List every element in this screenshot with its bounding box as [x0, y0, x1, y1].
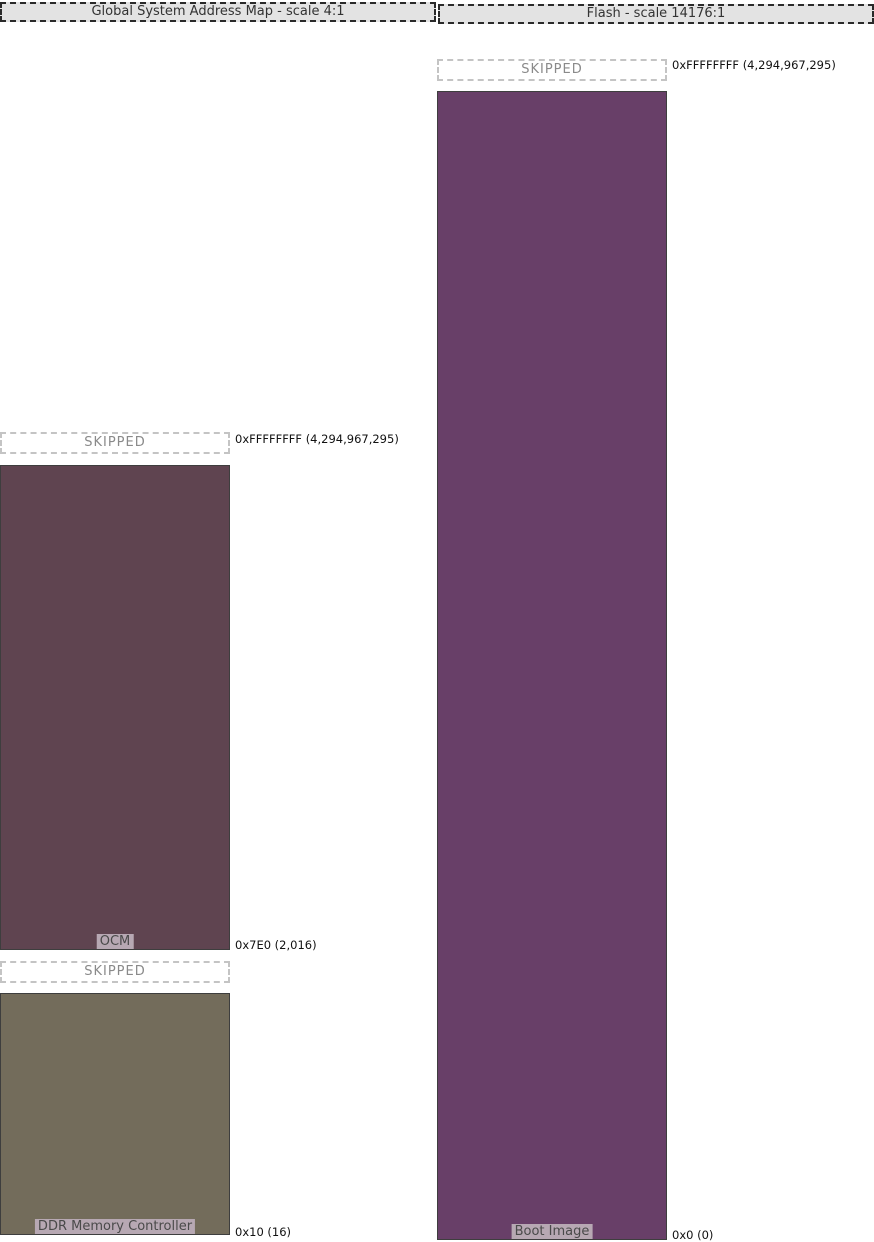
ddr-memory-controller-region[interactable]: DDR Memory Controller [0, 993, 230, 1235]
skipped-block-flash: SKIPPED [437, 59, 667, 81]
address-label-flash-base: 0x0 (0) [672, 1228, 714, 1242]
address-label-top: 0xFFFFFFFF (4,294,967,295) [235, 432, 399, 446]
ddr-memory-controller-label: DDR Memory Controller [34, 1219, 196, 1234]
address-label-ddr-base: 0x10 (16) [235, 1225, 292, 1239]
ocm-label: OCM [96, 934, 134, 949]
skipped-block-middle: SKIPPED [0, 961, 230, 983]
address-label-ocm-base: 0x7E0 (2,016) [235, 938, 317, 952]
ocm-region[interactable]: OCM [0, 465, 230, 950]
address-label-flash-top: 0xFFFFFFFF (4,294,967,295) [672, 58, 836, 72]
boot-image-region[interactable]: Boot Image [437, 91, 667, 1240]
boot-image-label: Boot Image [511, 1224, 593, 1239]
skipped-block-top: SKIPPED [0, 432, 230, 454]
global-map-title: Global System Address Map - scale 4:1 [0, 2, 436, 22]
flash-map-title: Flash - scale 14176:1 [438, 4, 874, 24]
